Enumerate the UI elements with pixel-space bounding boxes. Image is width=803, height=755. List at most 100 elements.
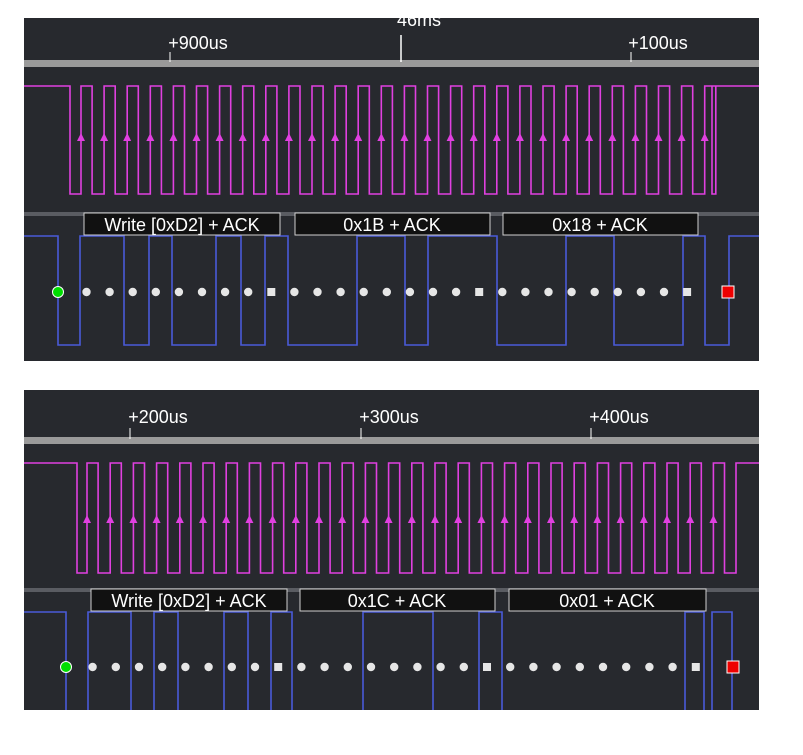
clock-edge-arrow [686, 515, 695, 523]
bit-dot [575, 662, 584, 672]
capture-panel-2[interactable]: +200us +300us +400us Write [0xD2] + ACK … [24, 390, 759, 710]
clock-edge-arrow [677, 133, 686, 141]
decoded-frame-box[interactable] [508, 588, 707, 612]
tick-label: +200us [128, 407, 188, 427]
decoded-frames: Write [0xD2] + ACK 0x1C + ACK 0x01 + ACK [90, 588, 707, 612]
clock-edge-arrow [492, 133, 501, 141]
clock-edge-arrow [222, 515, 231, 523]
waveform-view-1[interactable]: 46ms +900us +100us Write [0xD2] + ACK 0x… [24, 18, 759, 361]
clock-edge-arrow [570, 515, 579, 523]
clock-edge-arrow [169, 133, 178, 141]
clock-edge-arrow [423, 133, 432, 141]
clock-edge-arrow [562, 133, 571, 141]
bit-dot [590, 287, 599, 297]
bit-dot [111, 662, 121, 672]
bit-dot [320, 662, 329, 672]
waveform-view-2[interactable]: +200us +300us +400us Write [0xD2] + ACK … [24, 390, 759, 710]
clock-edge-arrow [331, 133, 340, 141]
decoded-frame-label: 0x1B + ACK [343, 215, 441, 235]
bit-dot [88, 662, 97, 672]
clock-edge-arrow [523, 515, 532, 523]
stop-condition-marker [721, 285, 735, 299]
bit-markers [52, 285, 735, 299]
clock-edge-arrow [477, 515, 486, 523]
bit-dot [668, 662, 677, 672]
clock-edge-arrow [585, 133, 594, 141]
bit-markers [60, 660, 740, 674]
ack-marker [691, 663, 700, 671]
bit-dot [645, 662, 654, 672]
clock-edge-arrow [123, 133, 132, 141]
bit-dot [290, 287, 299, 297]
clock-edge-arrow [446, 133, 455, 141]
clock-edge-arrow [284, 133, 293, 141]
tick-label: +300us [359, 407, 419, 427]
bit-dot [227, 662, 236, 672]
clock-edge-arrow [616, 515, 625, 523]
clock-edge-arrow [709, 515, 718, 523]
bit-dot [552, 662, 561, 672]
tick-label: +100us [628, 33, 688, 53]
clock-edge-arrow [663, 515, 671, 523]
decoded-frame-box[interactable] [502, 212, 699, 236]
bit-dot [105, 287, 114, 297]
bit-dot [244, 287, 253, 297]
decoded-frame-box[interactable] [83, 212, 281, 236]
bit-dot [436, 662, 445, 672]
bit-dot [498, 287, 507, 297]
bit-dot [390, 662, 399, 672]
clock-edge-arrow [377, 133, 386, 141]
bit-dot [151, 287, 160, 297]
clock-edge-arrow [238, 133, 247, 141]
decoded-frame-box[interactable] [299, 588, 496, 612]
bit-dot [336, 287, 345, 297]
clock-edge-arrow [469, 133, 478, 141]
bit-dot [313, 287, 322, 297]
scl-channel [24, 85, 759, 195]
capture-panel-1[interactable]: 46ms +900us +100us Write [0xD2] + ACK 0x… [24, 18, 759, 361]
bit-dot [529, 662, 538, 672]
ack-marker [483, 663, 491, 671]
bit-dot [366, 662, 376, 672]
decoded-frame-box[interactable] [294, 212, 491, 236]
clock-edge-arrow [593, 515, 602, 523]
bit-dot [459, 662, 468, 672]
clock-edge-arrow [77, 133, 85, 141]
clock-edge-arrow [261, 133, 270, 141]
scl-channel [24, 462, 759, 574]
bit-dot [405, 287, 415, 297]
decoded-frame-label: 0x01 + ACK [559, 591, 655, 611]
bit-dot [428, 287, 438, 297]
bit-dot [181, 662, 190, 672]
clock-edge-arrow [338, 515, 347, 523]
stop-condition-marker [726, 660, 740, 674]
bit-dot [636, 287, 646, 297]
timeline-ruler[interactable] [24, 60, 759, 67]
bit-dot [134, 662, 144, 672]
clock-edge-arrow [547, 515, 555, 523]
clock-edge-arrow [500, 515, 509, 523]
bit-dot [359, 287, 368, 297]
clock-edge-arrow [515, 133, 524, 141]
bit-dot [197, 287, 207, 297]
bit-dot [250, 662, 260, 672]
clock-edge-arrow [631, 133, 640, 141]
bit-dot [82, 287, 91, 297]
timeline-ruler[interactable] [24, 437, 759, 444]
start-condition-marker [60, 661, 72, 673]
clock-edge-arrow [431, 515, 439, 523]
decoded-frame-box[interactable] [90, 588, 288, 612]
decoded-frame-label: 0x1C + ACK [348, 591, 447, 611]
clock-edge-arrow [83, 515, 91, 523]
clock-edge-arrow [384, 515, 393, 523]
time-marker-label: 46ms [397, 18, 441, 30]
bit-dot [174, 287, 184, 297]
clock-edge-arrow [608, 133, 617, 141]
bit-dot [220, 287, 230, 297]
clock-edge-arrow [146, 133, 155, 141]
clock-edge-arrow [106, 515, 115, 523]
clock-edge-arrow [400, 133, 409, 141]
bit-dot [451, 287, 461, 297]
clock-edge-arrow [291, 515, 300, 523]
sda-channel [24, 611, 733, 710]
